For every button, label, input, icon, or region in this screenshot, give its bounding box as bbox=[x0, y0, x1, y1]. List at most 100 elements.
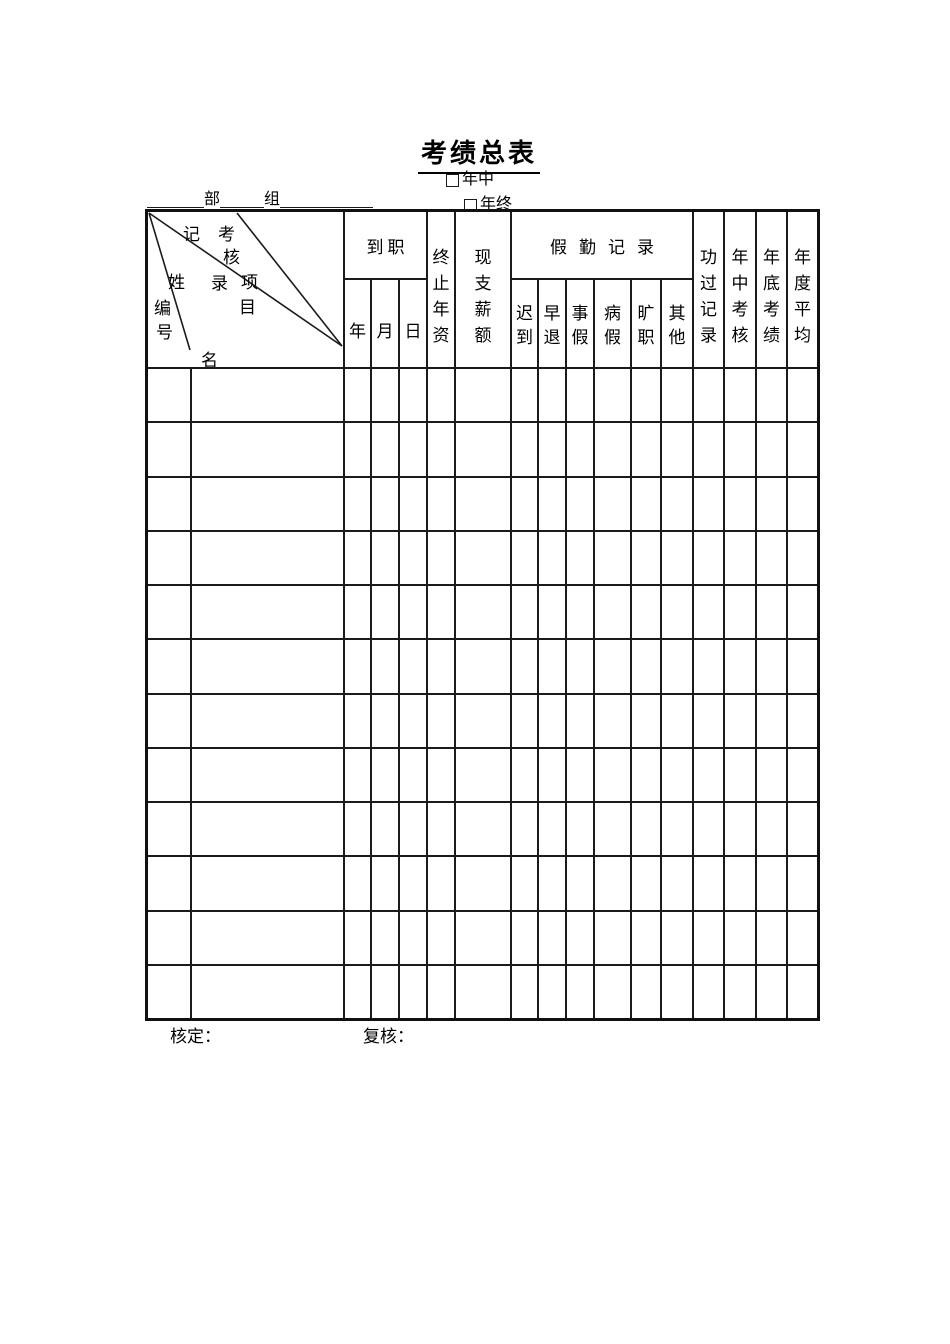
table-cell bbox=[190, 911, 343, 964]
table-cell bbox=[370, 369, 398, 422]
table-cell bbox=[786, 748, 817, 801]
attendance-sub-header-label: 早退 bbox=[543, 304, 561, 347]
table-cell bbox=[148, 966, 190, 1018]
column-header-label: 终止年资 bbox=[432, 248, 450, 345]
table-cell bbox=[786, 423, 817, 476]
table-cell bbox=[660, 531, 692, 584]
table-cell bbox=[593, 857, 630, 910]
table-cell bbox=[148, 803, 190, 855]
table-cell bbox=[398, 586, 426, 639]
table-cell bbox=[786, 911, 817, 964]
table-cell bbox=[723, 911, 755, 964]
table-cell bbox=[454, 694, 510, 747]
table-cell bbox=[593, 369, 630, 422]
onboard-sub-header-cell: 日 bbox=[398, 280, 426, 367]
corner-label-record-char: 记 bbox=[183, 225, 200, 244]
table-cell bbox=[593, 640, 630, 693]
table-row bbox=[148, 475, 817, 530]
table-cell bbox=[593, 965, 630, 1018]
table-cell bbox=[660, 477, 692, 530]
table-cell bbox=[426, 694, 454, 747]
table-cell bbox=[426, 965, 454, 1018]
table-cell bbox=[660, 369, 692, 422]
table-cell bbox=[723, 803, 755, 856]
table-cell bbox=[370, 911, 398, 964]
table-cell bbox=[565, 531, 593, 584]
attendance-sub-header-label: 旷职 bbox=[637, 304, 655, 347]
table-cell bbox=[426, 477, 454, 530]
table-cell bbox=[593, 586, 630, 639]
column-header-label: 年度平均 bbox=[794, 248, 811, 345]
table-cell bbox=[565, 911, 593, 964]
table-cell bbox=[755, 803, 786, 856]
table-row bbox=[148, 909, 817, 964]
table-cell bbox=[370, 586, 398, 639]
table-cell bbox=[755, 694, 786, 747]
table-cell bbox=[692, 640, 723, 693]
onboard-sub-header-cell: 月 bbox=[370, 280, 398, 367]
table-cell bbox=[692, 477, 723, 530]
table-cell bbox=[370, 477, 398, 530]
table-cell bbox=[510, 531, 537, 584]
table-cell bbox=[454, 857, 510, 910]
table-cell bbox=[692, 531, 723, 584]
table-cell bbox=[343, 369, 370, 422]
table-cell bbox=[755, 423, 786, 476]
table-cell bbox=[593, 803, 630, 856]
table-cell bbox=[537, 640, 565, 693]
table-cell bbox=[755, 857, 786, 910]
table-cell bbox=[370, 531, 398, 584]
table-cell bbox=[593, 531, 630, 584]
table-cell bbox=[398, 803, 426, 856]
table-cell bbox=[148, 478, 190, 530]
table-cell bbox=[692, 694, 723, 747]
table-cell bbox=[454, 477, 510, 530]
checkbox-icon[interactable] bbox=[446, 173, 459, 187]
table-cell bbox=[786, 369, 817, 422]
table-cell bbox=[148, 423, 190, 475]
table-cell bbox=[454, 423, 510, 476]
table-cell bbox=[190, 803, 343, 856]
table-row bbox=[148, 746, 817, 801]
table-cell bbox=[398, 423, 426, 476]
table-cell bbox=[786, 586, 817, 639]
diagonal-lines bbox=[148, 212, 343, 351]
checkbox-midyear[interactable]: 年中 bbox=[446, 172, 494, 188]
table-cell bbox=[148, 369, 190, 421]
table-cell bbox=[343, 423, 370, 476]
table-cell bbox=[537, 423, 565, 476]
table-cell bbox=[723, 748, 755, 801]
table-cell bbox=[190, 640, 343, 693]
table-cell bbox=[454, 748, 510, 801]
table-cell bbox=[723, 586, 755, 639]
table-cell bbox=[723, 477, 755, 530]
table-cell bbox=[692, 857, 723, 910]
attendance-sub-header-cell: 病假 bbox=[593, 280, 630, 367]
table-cell bbox=[426, 531, 454, 584]
table-cell bbox=[755, 640, 786, 693]
table-cell bbox=[343, 965, 370, 1018]
table-cell bbox=[565, 857, 593, 910]
table-cell bbox=[370, 423, 398, 476]
table-cell bbox=[692, 586, 723, 639]
table-cell bbox=[723, 694, 755, 747]
table-cell bbox=[660, 911, 692, 964]
table-cell bbox=[343, 803, 370, 856]
table-row bbox=[148, 529, 817, 584]
table-cell bbox=[692, 803, 723, 856]
table-cell bbox=[190, 423, 343, 476]
table-cell bbox=[565, 965, 593, 1018]
corner-label-number-char: 号 bbox=[156, 323, 173, 342]
table-cell bbox=[565, 369, 593, 422]
corner-label-number-char: 编 bbox=[154, 299, 171, 318]
blank-line bbox=[220, 192, 265, 208]
checkbox-midyear-label: 年中 bbox=[462, 171, 495, 188]
onboard-sub-header-label: 日 bbox=[404, 322, 422, 341]
table-cell bbox=[723, 369, 755, 422]
attendance-sub-header-cell: 旷职 bbox=[630, 280, 660, 367]
table-cell bbox=[537, 911, 565, 964]
table-cell bbox=[755, 586, 786, 639]
table-cell bbox=[370, 857, 398, 910]
checkbox-yearend[interactable]: 年终 bbox=[464, 197, 512, 213]
table-cell bbox=[786, 965, 817, 1018]
